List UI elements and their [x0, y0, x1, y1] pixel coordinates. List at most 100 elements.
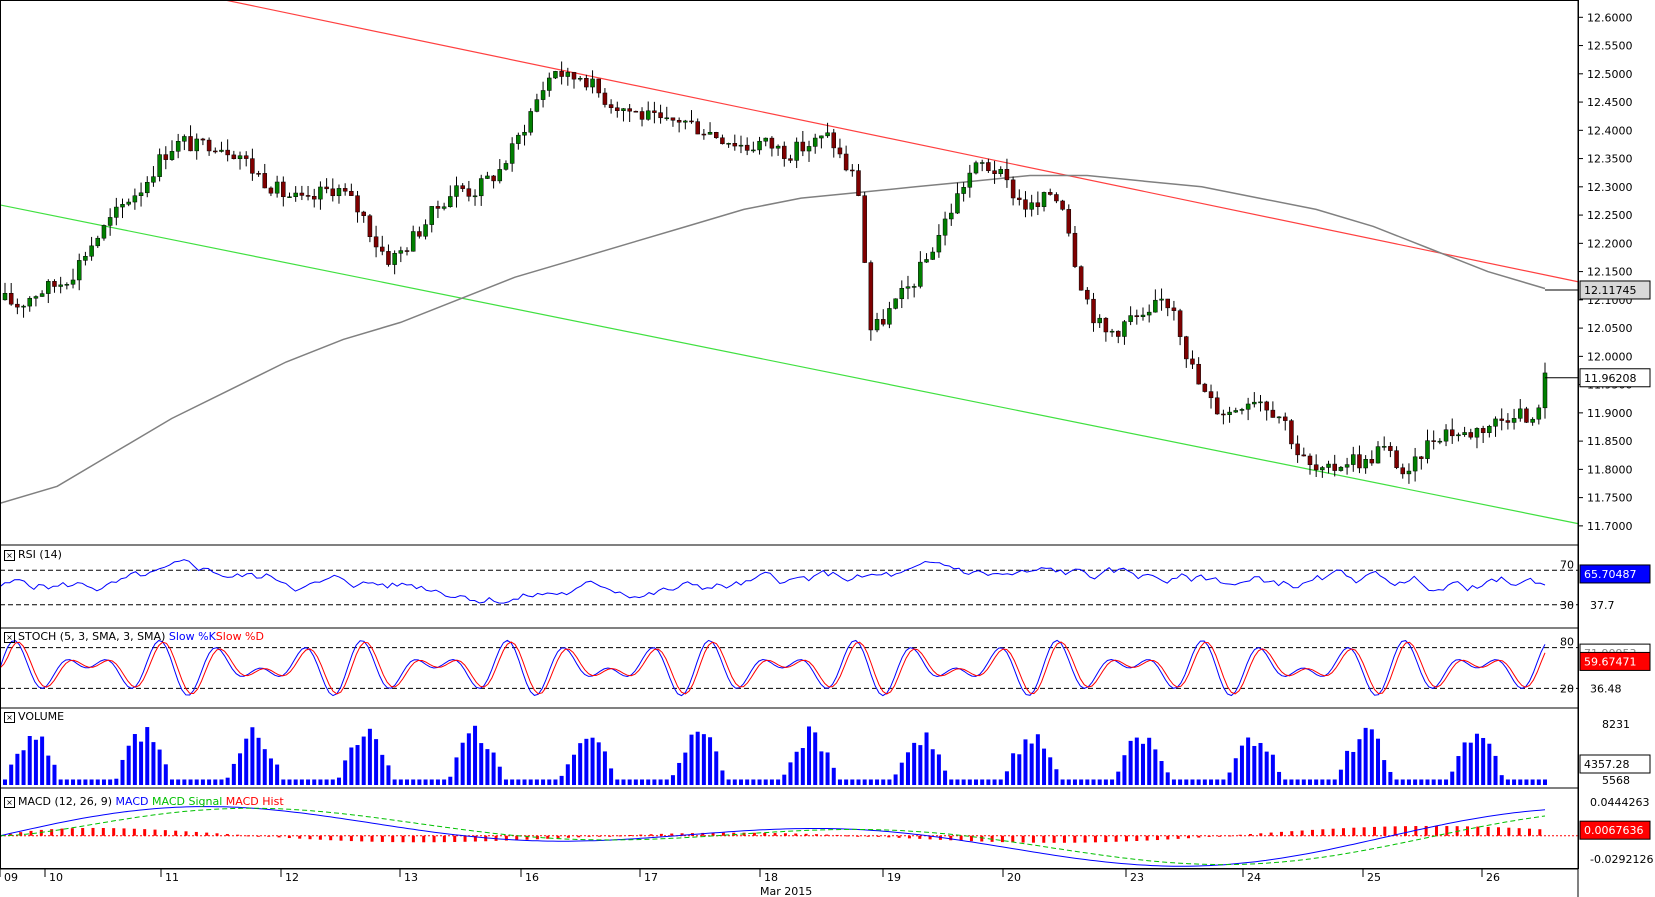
volume-bar: [71, 779, 76, 785]
candle-body: [132, 195, 138, 203]
pane-close-icon[interactable]: ×: [4, 711, 15, 723]
rsi-pane: 70 30: [0, 558, 1578, 612]
volume-bar: [621, 779, 626, 785]
macd-hist-bar: [1331, 828, 1335, 836]
candle-body: [1214, 397, 1220, 415]
volume-bar: [745, 779, 750, 785]
candle-body: [324, 186, 329, 190]
candle-body: [1425, 440, 1430, 459]
candle-body: [243, 155, 249, 159]
candle-body: [584, 77, 589, 88]
candle-body: [608, 104, 614, 108]
rsi-badge-box: [1579, 564, 1651, 584]
candle-body: [1122, 321, 1127, 337]
volume-bar: [732, 779, 737, 785]
macd-hist-bar: [8, 833, 12, 836]
volume-bar: [930, 749, 935, 785]
pane-close-icon[interactable]: ×: [4, 549, 15, 561]
volume-bar: [1307, 779, 1312, 785]
volume-bar: [1103, 779, 1108, 785]
macd-hist-bar: [1527, 828, 1531, 836]
volume-bar: [986, 779, 991, 785]
volume-bar: [670, 775, 675, 785]
macd-hist-bar: [866, 835, 870, 837]
macd-bottom-label: -0.0292126: [1590, 853, 1653, 866]
pane-close-icon[interactable]: ×: [4, 631, 15, 643]
candle-body: [794, 141, 799, 161]
macd-hist-bar: [287, 835, 291, 839]
macd-hist-bar: [1197, 835, 1201, 838]
candle-body: [1072, 232, 1078, 267]
volume-bar: [1184, 779, 1189, 785]
volume-bar: [380, 754, 385, 785]
candle-body: [1295, 443, 1300, 456]
x-tick-label: 12: [285, 871, 299, 884]
candle-body: [497, 169, 503, 182]
stoch-pane: 80 20: [0, 636, 1578, 697]
volume-bar: [145, 727, 150, 785]
macd-hist-bar: [918, 835, 922, 839]
volume-bar: [609, 768, 614, 785]
macd-hist-bar: [1465, 826, 1469, 836]
macd-hist-bar: [701, 832, 705, 836]
volume-bar: [1320, 779, 1325, 785]
volume-bar: [794, 751, 799, 785]
volume-bar: [1178, 779, 1183, 785]
pane-close-icon[interactable]: ×: [4, 796, 15, 808]
candle-body: [596, 78, 601, 94]
volume-bar: [151, 742, 156, 785]
volume-bar: [1481, 737, 1486, 785]
volume-bar: [1357, 739, 1362, 785]
macd-hist-bar: [1021, 835, 1025, 843]
volume-bar: [602, 751, 607, 785]
volume-bar: [571, 754, 576, 785]
candle-body: [707, 132, 713, 135]
volume-bar: [64, 779, 69, 785]
candle-body: [800, 141, 806, 152]
volume-bar: [219, 779, 224, 785]
y-tick-label: 12.5000: [1587, 68, 1633, 81]
volume-bar: [1060, 779, 1065, 785]
stoch-k-label: Slow %K: [168, 630, 216, 643]
candle-body: [615, 107, 620, 111]
candle-body: [1400, 467, 1406, 475]
macd-hist-bar: [825, 834, 829, 836]
macd-hist-bar: [680, 833, 684, 836]
volume-bar: [1363, 727, 1368, 785]
macd-hist-bar: [50, 829, 54, 836]
stoch-level-label: 80: [1560, 636, 1574, 649]
y-tick-label: 11.7000: [1587, 520, 1633, 533]
candle-body: [1487, 426, 1492, 433]
macd-hist-bar: [143, 829, 147, 836]
volume-bar: [312, 779, 317, 785]
macd-hist-bar: [1476, 826, 1480, 836]
volume-bar: [423, 779, 428, 785]
x-tick-label: 24: [1247, 871, 1261, 884]
macd-hist-bar: [70, 828, 74, 836]
macd-hist-bar: [411, 835, 415, 843]
candle-body: [652, 110, 657, 113]
candle-body: [21, 305, 26, 308]
candle-body: [429, 206, 434, 225]
volume-bar: [1017, 754, 1022, 785]
volume-bar: [1394, 779, 1399, 785]
volume-bar: [1326, 779, 1331, 785]
volume-bar: [1425, 779, 1430, 785]
volume-bar: [1116, 771, 1121, 785]
candle-body: [1493, 418, 1498, 427]
macd-hist-bar: [1031, 835, 1035, 843]
macd-hist-bar: [639, 834, 643, 836]
macd-hist-bar: [608, 835, 612, 837]
volume-bar: [417, 779, 422, 785]
candle-body: [534, 99, 540, 112]
volume-bar: [503, 779, 508, 785]
candle-body: [219, 149, 224, 152]
volume-bar: [479, 743, 484, 785]
volume-bar: [875, 779, 880, 785]
candle-body: [590, 78, 595, 88]
stoch-level-label: 20: [1560, 682, 1574, 695]
volume-bar: [992, 779, 997, 785]
volume-bar: [1376, 738, 1381, 785]
candle-body: [763, 137, 768, 142]
